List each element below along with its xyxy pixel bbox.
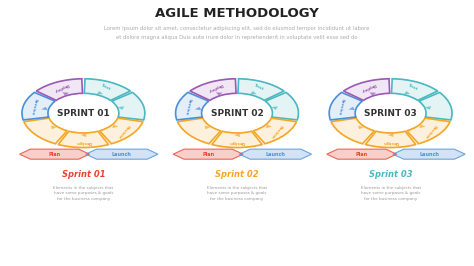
Text: Launch: Launch — [112, 152, 132, 157]
Text: Deploy: Deploy — [360, 82, 377, 93]
Text: et dolore magna aliqua Duis aute irure dolor in reprehenderit in voluptate velit: et dolore magna aliqua Duis aute irure d… — [116, 35, 358, 40]
Wedge shape — [344, 79, 390, 100]
Wedge shape — [190, 79, 236, 100]
Text: Elements in the subjects that
have some purposes & goals
for the business compan: Elements in the subjects that have some … — [361, 186, 420, 201]
Wedge shape — [265, 92, 299, 120]
Text: Elements in the subjects that
have some purposes & goals
for the business compan: Elements in the subjects that have some … — [207, 186, 267, 201]
Text: Plan: Plan — [356, 152, 368, 157]
Text: Test: Test — [254, 84, 264, 92]
Text: Sprint 03: Sprint 03 — [369, 170, 412, 179]
Text: Design: Design — [75, 140, 91, 144]
Polygon shape — [272, 106, 278, 110]
Polygon shape — [425, 106, 431, 110]
Text: Review: Review — [424, 123, 437, 139]
Wedge shape — [365, 131, 416, 148]
Wedge shape — [100, 118, 143, 144]
Polygon shape — [86, 149, 158, 159]
Polygon shape — [112, 124, 118, 128]
Wedge shape — [329, 92, 362, 120]
Wedge shape — [177, 118, 221, 144]
Text: Deploy: Deploy — [53, 82, 70, 93]
Wedge shape — [212, 131, 262, 148]
Polygon shape — [63, 92, 69, 96]
Polygon shape — [96, 91, 103, 94]
Wedge shape — [36, 79, 82, 100]
Polygon shape — [348, 107, 355, 110]
Polygon shape — [388, 133, 393, 137]
Text: Service: Service — [30, 98, 38, 116]
Wedge shape — [84, 79, 130, 100]
Wedge shape — [58, 131, 109, 148]
Polygon shape — [358, 126, 365, 129]
Polygon shape — [118, 106, 124, 110]
Polygon shape — [393, 149, 465, 159]
Text: Launch: Launch — [419, 152, 439, 157]
Polygon shape — [41, 107, 48, 110]
Wedge shape — [419, 92, 452, 120]
Polygon shape — [419, 124, 426, 128]
Text: AGILE METHODOLOGY: AGILE METHODOLOGY — [155, 7, 319, 20]
Text: Service: Service — [337, 98, 345, 116]
Text: Design: Design — [229, 140, 245, 144]
Polygon shape — [250, 91, 256, 94]
Text: Test: Test — [408, 84, 418, 92]
Text: Plan: Plan — [202, 152, 214, 157]
Text: Sprint 02: Sprint 02 — [215, 170, 259, 179]
Text: Review: Review — [117, 123, 130, 139]
Polygon shape — [81, 133, 86, 137]
Wedge shape — [22, 92, 55, 120]
Text: Sprint 01: Sprint 01 — [62, 170, 105, 179]
Text: Deploy: Deploy — [207, 82, 223, 93]
Wedge shape — [238, 79, 284, 100]
Wedge shape — [407, 118, 450, 144]
Text: Elements in the subjects that
have some purposes & goals
for the business compan: Elements in the subjects that have some … — [54, 186, 113, 201]
Wedge shape — [112, 92, 145, 120]
Polygon shape — [370, 92, 376, 96]
Polygon shape — [239, 149, 311, 159]
Polygon shape — [216, 92, 222, 96]
Polygon shape — [195, 107, 201, 110]
Polygon shape — [327, 149, 397, 159]
Wedge shape — [24, 118, 67, 144]
Wedge shape — [253, 118, 297, 144]
Wedge shape — [331, 118, 374, 144]
Text: SPRINT 02: SPRINT 02 — [210, 109, 264, 118]
Polygon shape — [404, 91, 410, 94]
Wedge shape — [392, 79, 438, 100]
Polygon shape — [205, 126, 210, 129]
Text: SPRINT 03: SPRINT 03 — [364, 109, 417, 118]
Text: Lorem ipsum dolor sit amet, consectetur adipiscing elit, sed do eiusmod tempor i: Lorem ipsum dolor sit amet, consectetur … — [104, 26, 370, 31]
Text: Launch: Launch — [265, 152, 285, 157]
Text: Test: Test — [100, 84, 110, 92]
Text: SPRINT 01: SPRINT 01 — [57, 109, 110, 118]
Text: Design: Design — [383, 140, 399, 144]
Polygon shape — [173, 149, 243, 159]
Polygon shape — [234, 133, 240, 137]
Text: Service: Service — [183, 98, 191, 116]
Polygon shape — [266, 124, 272, 128]
Polygon shape — [51, 126, 57, 129]
Polygon shape — [19, 149, 90, 159]
Text: Review: Review — [270, 123, 283, 139]
Wedge shape — [175, 92, 209, 120]
Text: Plan: Plan — [48, 152, 61, 157]
